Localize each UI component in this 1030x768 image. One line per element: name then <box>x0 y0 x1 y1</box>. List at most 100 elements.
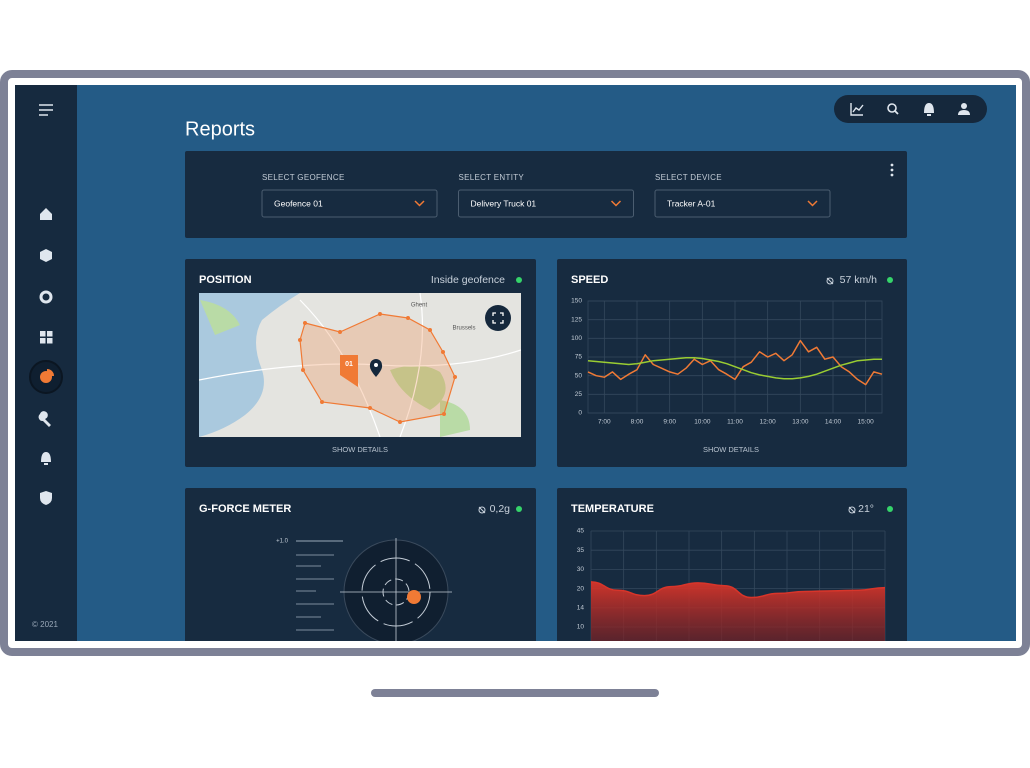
user-icon-head[interactable] <box>961 103 967 109</box>
x-tick-label: 12:00 <box>760 419 777 426</box>
map-label: Brussels <box>452 326 475 332</box>
geofence-vertex <box>442 412 446 416</box>
y-tick-label: 10 <box>577 624 585 631</box>
card-title: G-FORCE METER <box>199 503 291 515</box>
y-tick-label: 35 <box>577 547 585 554</box>
x-tick-label: 15:00 <box>858 419 875 426</box>
grid-icon[interactable] <box>47 338 53 344</box>
grid-icon[interactable] <box>47 331 53 337</box>
card-title: POSITION <box>199 274 252 286</box>
x-tick-label: 11:00 <box>727 419 743 426</box>
geofence-vertex <box>406 316 410 320</box>
geofence-vertex <box>320 400 324 404</box>
geofence-vertex <box>398 420 402 424</box>
sensor-icon <box>478 506 486 514</box>
status-dot <box>516 506 522 512</box>
card-title: TEMPERATURE <box>571 503 654 515</box>
home-icon[interactable] <box>40 208 52 220</box>
x-tick-label: 14:00 <box>825 419 842 426</box>
y-tick-label: 20 <box>577 585 585 592</box>
gforce-reading: 0,2g <box>490 503 511 515</box>
y-tick-label: 25 <box>575 391 583 398</box>
gforce-scale-label: +1.0 <box>276 539 289 545</box>
speed-line <box>587 339 883 386</box>
sensor-icon <box>478 506 486 514</box>
dropdown[interactable] <box>261 189 438 218</box>
dropdown-chevron <box>610 200 622 207</box>
temperature-area <box>591 581 885 641</box>
dropdown-value: Tracker A-01 <box>667 198 716 208</box>
fullscreen-icon <box>492 312 504 324</box>
dropdown-chevron <box>807 200 818 207</box>
gforce-indicator <box>407 590 421 604</box>
settings-icon[interactable] <box>39 290 53 304</box>
page-title: Reports <box>185 118 255 140</box>
toolbar <box>834 95 987 123</box>
y-tick-label: 125 <box>571 316 582 323</box>
status-dot <box>887 506 893 512</box>
x-tick-label: 8:00 <box>631 419 644 426</box>
geofence-vertex <box>301 368 305 372</box>
user-icon-body <box>958 110 970 115</box>
shield-icon[interactable] <box>40 491 52 505</box>
cube-icon[interactable] <box>40 249 52 262</box>
screen: © 2021 Reports SELECT GEOFENCE Geofence 01 S… <box>15 85 1016 641</box>
y-tick-label: 50 <box>575 372 583 379</box>
dropdown-chevron <box>414 200 425 207</box>
status-dot <box>887 277 893 283</box>
filter-label: SELECT GEOFENCE <box>262 173 345 182</box>
dropdown-value: Delivery Truck 01 <box>471 198 537 208</box>
speed-card <box>557 259 907 467</box>
fullscreen-button[interactable] <box>485 305 511 331</box>
y-tick-label: 0 <box>578 410 582 417</box>
geofence-tag-label: 01 <box>345 361 353 368</box>
speed-line <box>587 356 882 380</box>
location-pin-hole <box>374 363 378 367</box>
geofence-tag <box>340 355 358 387</box>
map: Ghent Brussels 01 <box>199 293 521 437</box>
show-details: SHOW DETAILS <box>332 445 388 454</box>
sensor-icon <box>848 506 856 514</box>
dropdown-value: Geofence 01 <box>274 198 323 208</box>
more-menu[interactable] <box>890 163 894 167</box>
y-tick-label: 14 <box>577 605 585 612</box>
show-details: SHOW DETAILS <box>703 445 759 454</box>
sensor-icon <box>826 277 834 285</box>
x-tick-label: 7:00 <box>598 419 611 426</box>
y-tick-label: 75 <box>575 354 583 361</box>
geofence-vertex <box>368 406 372 410</box>
search-icon[interactable] <box>887 103 897 113</box>
key-icon[interactable] <box>38 411 51 427</box>
alerts-icon[interactable] <box>41 452 51 465</box>
geofence-vertex <box>441 350 445 354</box>
filter-label: SELECT ENTITY <box>459 173 525 182</box>
more-menu[interactable] <box>890 168 894 172</box>
map-label: Ghent <box>411 303 428 309</box>
x-tick-label: 9:00 <box>663 419 676 426</box>
geofence-vertex <box>298 338 302 342</box>
copyright: © 2021 <box>32 620 58 629</box>
grid-icon[interactable] <box>40 338 46 344</box>
geofence-vertex <box>338 330 342 334</box>
reports-pie-slice <box>47 369 54 376</box>
chart-icon[interactable] <box>850 103 864 116</box>
dropdown[interactable] <box>458 189 634 218</box>
grid-icon[interactable] <box>40 331 46 337</box>
sensor-icon <box>826 277 834 285</box>
x-tick-label: 10:00 <box>694 419 711 426</box>
geofence-vertex <box>428 328 432 332</box>
temperature-reading: 21° <box>858 503 874 515</box>
geofence-vertex <box>303 321 307 325</box>
speed-reading: 57 km/h <box>840 274 878 286</box>
y-tick-label: 30 <box>577 566 585 573</box>
filter-label: SELECT DEVICE <box>655 173 722 182</box>
more-menu[interactable] <box>890 173 894 177</box>
location-pin <box>369 359 383 377</box>
search-icon-handle <box>894 110 899 115</box>
dropdown[interactable] <box>654 189 831 218</box>
sensor-icon <box>848 506 856 514</box>
monitor-stand <box>371 689 659 697</box>
notification-icon[interactable] <box>924 103 934 116</box>
card-title: SPEED <box>571 274 608 286</box>
y-tick-label: 100 <box>571 335 582 342</box>
